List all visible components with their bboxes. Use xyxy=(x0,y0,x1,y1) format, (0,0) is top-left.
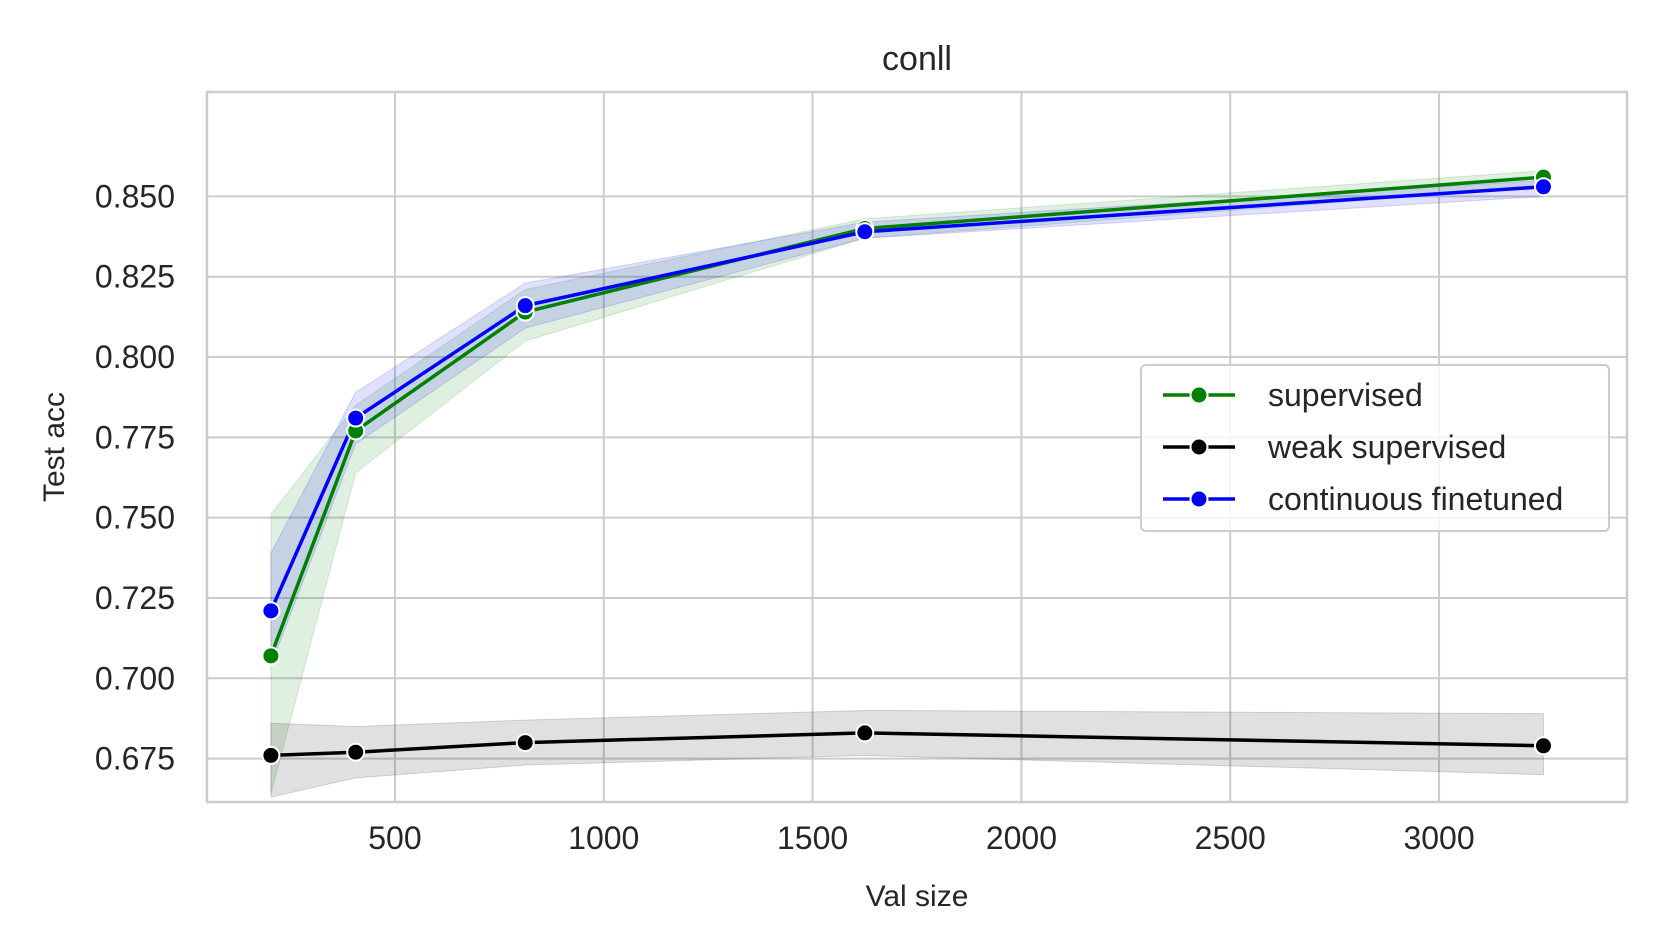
y-tick-label: 0.750 xyxy=(95,500,175,536)
data-point xyxy=(855,723,875,743)
legend-label: continuous finetuned xyxy=(1268,481,1563,517)
data-point xyxy=(515,296,535,316)
data-point xyxy=(855,222,875,242)
plot-frame xyxy=(205,90,1629,804)
legend-marker xyxy=(1189,489,1209,509)
data-point xyxy=(346,408,366,428)
legend-frame xyxy=(1140,364,1610,532)
x-tick-label: 2000 xyxy=(986,820,1057,856)
legend-label: weak supervised xyxy=(1267,429,1506,465)
data-point xyxy=(346,742,366,762)
confidence-band xyxy=(270,179,1544,666)
x-tick-label: 2500 xyxy=(1195,820,1266,856)
data-point xyxy=(515,733,535,753)
y-tick-label: 0.825 xyxy=(95,259,175,295)
x-tick-label: 1500 xyxy=(777,820,848,856)
legend-label: supervised xyxy=(1268,377,1423,413)
y-tick-label: 0.850 xyxy=(95,178,175,214)
y-tick-label: 0.725 xyxy=(95,580,175,616)
series-markers xyxy=(261,167,1553,765)
data-point xyxy=(261,745,281,765)
data-point xyxy=(261,601,281,621)
chart-title: conll xyxy=(882,40,952,78)
confidence-band xyxy=(270,709,1544,798)
x-axis-label: Val size xyxy=(866,880,969,913)
data-point xyxy=(1533,177,1553,197)
y-axis-label: Test acc xyxy=(38,392,71,502)
legend: supervised weak supervised continuous fine… xyxy=(1140,364,1610,532)
x-tick-label: 3000 xyxy=(1403,820,1474,856)
data-point xyxy=(261,646,281,666)
legend-marker xyxy=(1189,437,1209,457)
y-tick-label: 0.800 xyxy=(95,339,175,375)
data-point xyxy=(1533,736,1553,756)
y-tick-label: 0.675 xyxy=(95,741,175,777)
y-tick-label: 0.700 xyxy=(95,660,175,696)
legend-marker xyxy=(1189,385,1209,405)
x-tick-label: 500 xyxy=(368,820,421,856)
x-tick-labels: 500 1000 1500 2000 2500 3000 xyxy=(368,820,1474,856)
x-tick-label: 1000 xyxy=(568,820,639,856)
y-tick-labels: 0.675 0.700 0.725 0.750 0.775 0.800 0.825 0.850 xyxy=(95,178,175,776)
y-tick-label: 0.775 xyxy=(95,419,175,455)
